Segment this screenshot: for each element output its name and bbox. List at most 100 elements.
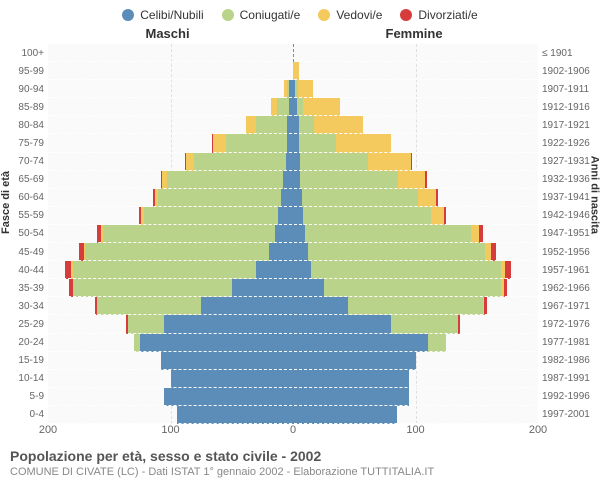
age-label: 45-49 [0,243,48,261]
birth-label: 1982-1986 [538,352,600,370]
bar-segment [293,225,305,243]
bar-segment [293,315,391,333]
bar-segment [167,171,283,189]
bar-segment [293,243,308,261]
birth-label: 1932-1936 [538,171,600,189]
bar-segment [504,279,508,297]
x-tick: 0 [290,424,296,436]
bar-segment [314,116,363,134]
bar-segment [158,189,281,207]
bar-segment [73,261,257,279]
birth-label: 1902-1906 [538,62,600,80]
birth-label: 1957-1961 [538,261,600,279]
x-tick: 200 [39,424,57,436]
bars-container [48,44,538,424]
bar-segment [256,261,293,279]
pyramid-row [48,315,538,333]
bar-segment [299,116,314,134]
x-tick: 100 [161,424,179,436]
header-female: Femmine [386,26,443,41]
legend-item: Divorziati/e [400,8,477,22]
age-label: 35-39 [0,279,48,297]
bar-segment [293,171,300,189]
caption: Popolazione per età, sesso e stato civil… [0,442,600,478]
bar-segment [293,297,348,315]
bar-segment [293,62,299,80]
bar-segment [293,207,303,225]
bar-segment [277,98,289,116]
age-label: 30-34 [0,297,48,315]
x-tick: 200 [529,424,547,436]
birth-label: 1912-1916 [538,98,600,116]
birth-label: 1917-1921 [538,116,600,134]
bar-segment [73,279,232,297]
pyramid-row [48,334,538,352]
bar-segment [348,297,483,315]
legend-label: Celibi/Nubili [140,8,203,22]
legend-swatch [318,9,330,21]
bar-segment [164,315,293,333]
bar-segment [368,153,411,171]
bar-segment [491,243,496,261]
age-label: 95-99 [0,62,48,80]
age-label: 25-29 [0,315,48,333]
pyramid-row [48,388,538,406]
chart-title: Popolazione per età, sesso e stato civil… [10,448,590,464]
legend: Celibi/NubiliConiugati/eVedovi/eDivorzia… [0,0,600,26]
bar-segment [293,153,300,171]
age-label: 10-14 [0,370,48,388]
legend-swatch [122,9,134,21]
y-axis-age-labels: 100+95-9990-9485-8980-8475-7970-7465-696… [0,44,48,424]
bar-segment [302,189,418,207]
birth-label: 1907-1911 [538,80,600,98]
bar-segment [281,189,293,207]
age-label: 65-69 [0,171,48,189]
bar-segment [97,297,201,315]
pyramid-row [48,406,538,424]
pyramid-row [48,370,538,388]
bar-segment [299,134,336,152]
bar-segment [256,116,287,134]
pyramid-row [48,189,538,207]
pyramid-row [48,352,538,370]
birth-label: 1937-1941 [538,189,600,207]
bar-segment [298,80,313,98]
legend-item: Coniugati/e [222,8,301,22]
bar-segment [275,225,293,243]
bar-segment [140,334,293,352]
age-label: 75-79 [0,134,48,152]
legend-label: Divorziati/e [418,8,477,22]
bar-segment [201,297,293,315]
bar-segment [246,116,256,134]
bar-segment [308,243,486,261]
bar-segment [324,279,502,297]
age-label: 20-24 [0,334,48,352]
bar-segment [293,261,311,279]
bar-segment [479,225,483,243]
bar-segment [171,370,294,388]
bar-segment [471,225,480,243]
pyramid-row [48,207,538,225]
age-label: 55-59 [0,207,48,225]
bar-segment [85,243,269,261]
bar-segment [293,388,409,406]
legend-swatch [400,9,412,21]
pyramid-row [48,44,538,62]
pyramid-row [48,171,538,189]
bar-segment [431,207,443,225]
bar-segment [398,171,425,189]
bar-segment [411,153,412,171]
birth-label: 1972-1976 [538,315,600,333]
bar-segment [194,153,286,171]
bar-segment [293,370,409,388]
bar-segment [128,315,165,333]
bar-segment [213,134,225,152]
bar-segment [425,171,426,189]
bar-segment [226,134,287,152]
age-label: 60-64 [0,189,48,207]
birth-label: 1947-1951 [538,225,600,243]
bar-segment [286,153,293,171]
pyramid-row [48,153,538,171]
birth-label: 1997-2001 [538,406,600,424]
bar-segment [428,334,446,352]
